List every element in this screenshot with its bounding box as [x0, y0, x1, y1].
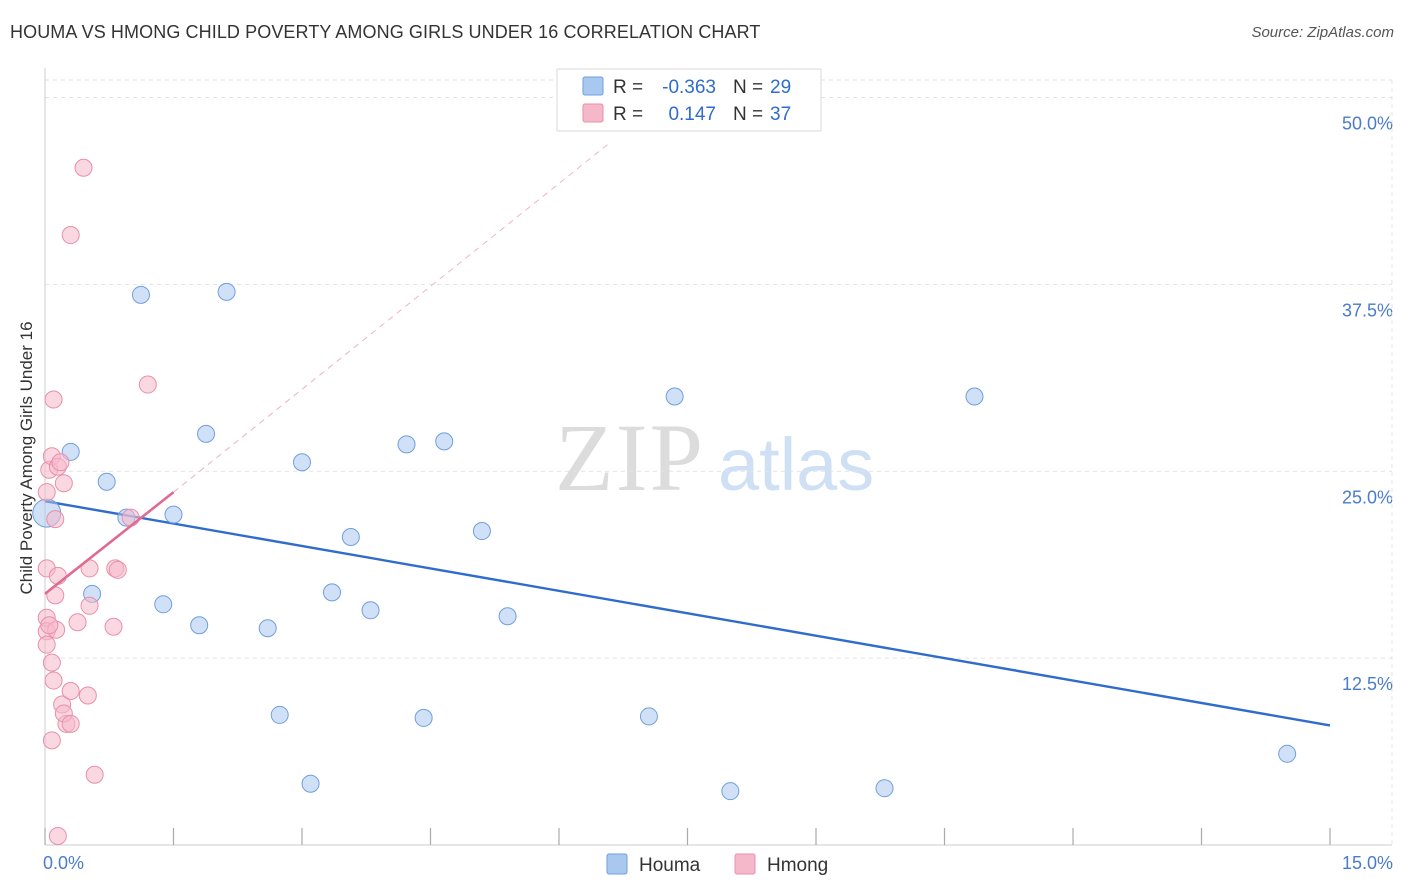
trend-line-houma [44, 499, 1331, 727]
points-layer [32, 158, 1297, 846]
legend: R = -0.363 N = 29 R = 0.147 N = 37 [556, 68, 822, 132]
x-tick-label-max: 15.0% [1342, 853, 1393, 873]
legend-swatch-houma [582, 76, 604, 96]
legend-n-value-houma: 29 [770, 77, 791, 98]
bottom-legend-label-houma: Houma [639, 855, 701, 876]
point-houma[interactable] [270, 705, 289, 724]
y-tick-label: 37.5% [1342, 300, 1393, 320]
point-hmong[interactable] [48, 827, 67, 846]
point-houma[interactable] [341, 528, 360, 547]
point-houma[interactable] [131, 285, 150, 304]
point-houma[interactable] [414, 708, 433, 727]
point-houma[interactable] [217, 282, 236, 301]
point-houma[interactable] [164, 505, 183, 524]
point-houma[interactable] [435, 432, 454, 451]
point-hmong[interactable] [44, 671, 63, 690]
point-hmong[interactable] [80, 596, 99, 615]
point-houma[interactable] [472, 522, 491, 541]
point-hmong[interactable] [121, 508, 140, 527]
point-hmong[interactable] [104, 617, 123, 636]
point-houma[interactable] [258, 619, 277, 638]
point-hmong[interactable] [61, 714, 80, 733]
point-hmong[interactable] [42, 731, 61, 750]
point-houma[interactable] [498, 607, 517, 626]
legend-r-value-hmong: 0.147 [668, 104, 716, 125]
point-houma[interactable] [154, 595, 173, 614]
x-tick-label-min: 0.0% [43, 853, 84, 873]
point-houma[interactable] [322, 583, 341, 602]
watermark-zip: ZIP [555, 404, 705, 511]
bottom-legend-swatch-hmong [734, 853, 756, 875]
point-houma[interactable] [965, 387, 984, 406]
trend-extension-hmong [173, 141, 611, 493]
point-hmong[interactable] [37, 483, 56, 502]
legend-r-label-houma: R = [613, 77, 643, 98]
bottom-legend-swatch-houma [606, 853, 628, 875]
point-houma[interactable] [361, 601, 380, 620]
point-hmong[interactable] [68, 613, 87, 632]
point-hmong[interactable] [108, 560, 127, 579]
point-hmong[interactable] [138, 375, 157, 394]
point-houma[interactable] [1278, 744, 1297, 763]
legend-swatch-hmong [582, 103, 604, 123]
point-houma[interactable] [875, 779, 894, 798]
point-houma[interactable] [639, 707, 658, 726]
y-tick-label: 50.0% [1342, 114, 1393, 134]
trend-line-hmong-overlay [44, 491, 175, 595]
y-tick-label: 12.5% [1342, 674, 1393, 694]
watermark-atlas: atlas [718, 423, 874, 506]
point-hmong[interactable] [48, 566, 67, 585]
point-houma[interactable] [301, 774, 320, 793]
watermark: ZIP atlas [555, 404, 874, 511]
point-hmong[interactable] [78, 686, 97, 705]
legend-r-value-houma: -0.363 [662, 77, 716, 98]
point-hmong[interactable] [61, 682, 80, 701]
point-hmong[interactable] [40, 616, 59, 635]
point-hmong[interactable] [51, 453, 70, 472]
legend-n-value-hmong: 37 [770, 104, 791, 125]
point-hmong[interactable] [46, 510, 65, 529]
point-hmong[interactable] [37, 635, 56, 654]
point-houma[interactable] [665, 387, 684, 406]
chart-title: HOUMA VS HMONG CHILD POVERTY AMONG GIRLS… [10, 22, 761, 42]
chart-source: Source: ZipAtlas.com [1251, 24, 1394, 41]
legend-r-label-hmong: R = [613, 104, 643, 125]
point-houma[interactable] [197, 424, 216, 443]
legend-n-label-hmong: N = [733, 104, 763, 125]
point-houma[interactable] [397, 435, 416, 454]
point-hmong[interactable] [44, 390, 63, 409]
legend-n-label-houma: N = [733, 77, 763, 98]
y-tick-label: 25.0% [1342, 487, 1393, 507]
point-hmong[interactable] [61, 226, 80, 245]
bottom-legend: Houma Hmong [606, 853, 828, 876]
point-houma[interactable] [721, 782, 740, 801]
bottom-legend-label-hmong: Hmong [767, 855, 828, 876]
y-axis-title: Child Poverty Among Girls Under 16 [17, 321, 36, 594]
point-houma[interactable] [293, 453, 311, 472]
point-houma[interactable] [97, 472, 116, 491]
point-hmong[interactable] [54, 474, 73, 493]
point-hmong[interactable] [42, 653, 61, 672]
point-hmong[interactable] [74, 158, 93, 177]
point-houma[interactable] [190, 616, 209, 635]
grid-layer: 12.5% 25.0% 37.5% 50.0% [45, 79, 1393, 845]
point-hmong[interactable] [85, 765, 104, 784]
